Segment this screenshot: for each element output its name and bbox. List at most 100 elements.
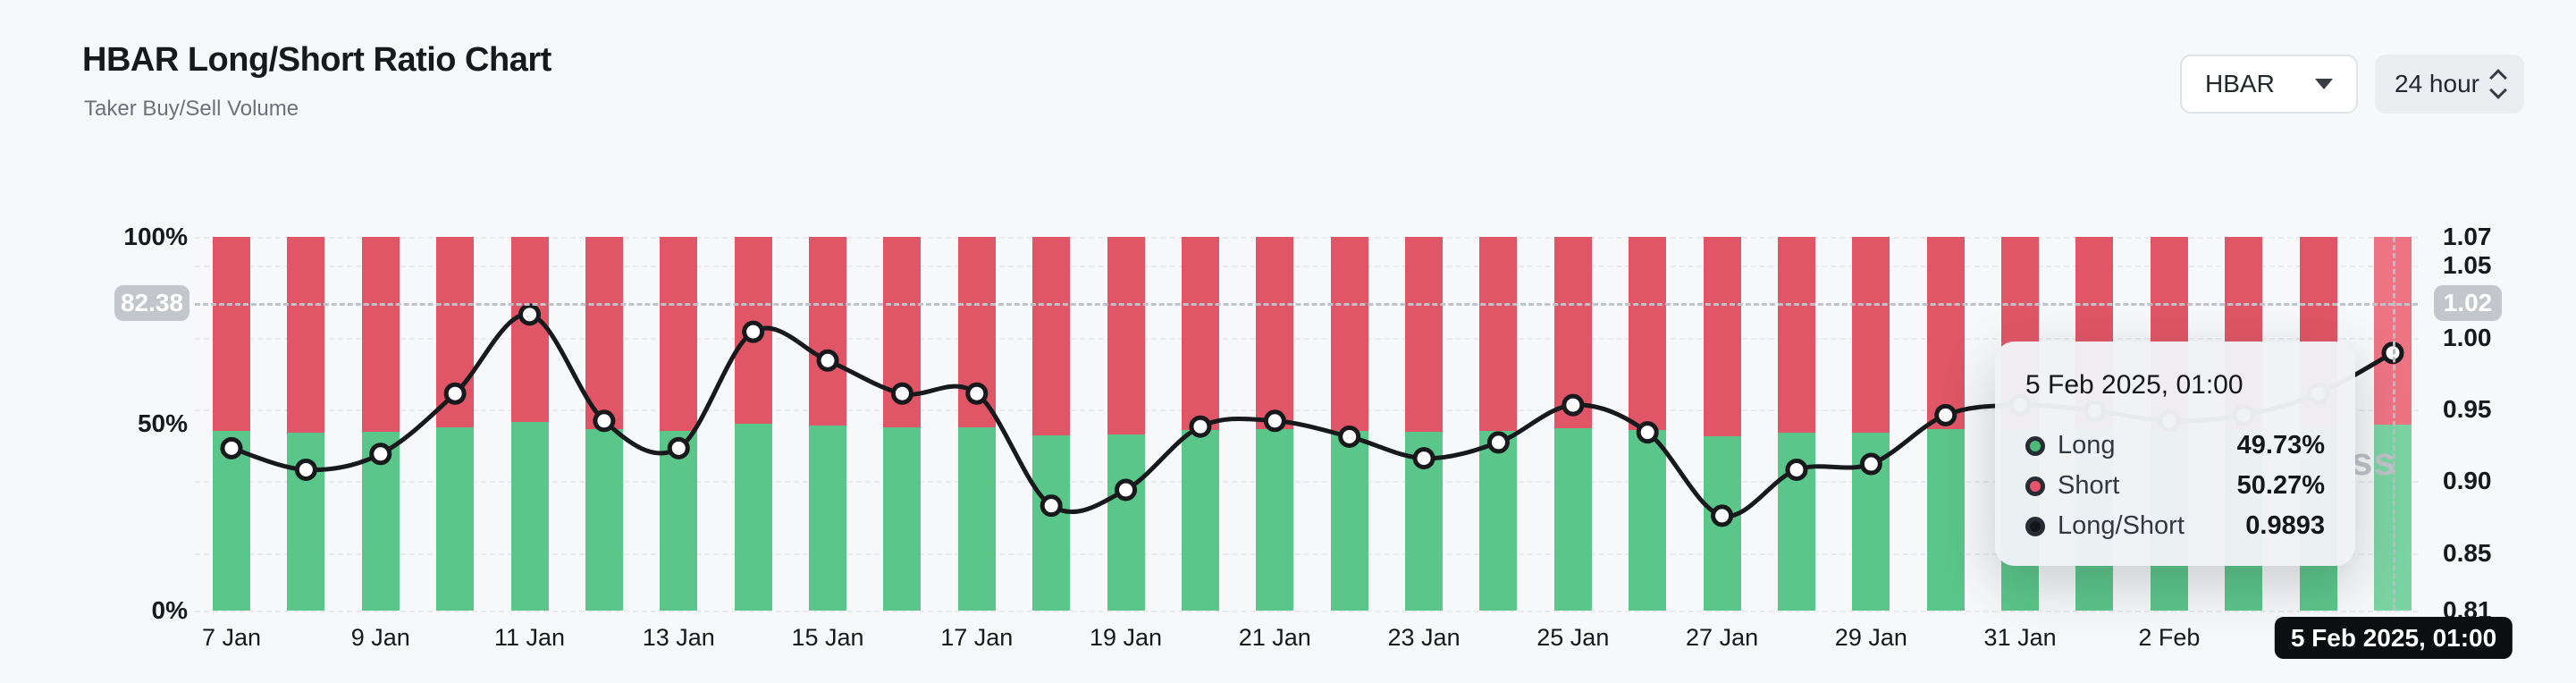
ratio-point-12-jan[interactable]: [593, 409, 616, 433]
right-axis-tick: 0.85: [2443, 538, 2492, 567]
long-bar-segment: [1032, 434, 1071, 611]
ratio-point-17-jan[interactable]: [965, 382, 989, 405]
stacked-bar-12-jan[interactable]: [585, 237, 623, 611]
tooltip-short-value: 50.27%: [2236, 471, 2325, 500]
short-bar-segment: [213, 237, 250, 432]
short-bar-segment: [1777, 237, 1815, 434]
ratio-point-23-jan[interactable]: [1412, 447, 1435, 470]
ratio-point-14-jan[interactable]: [742, 320, 765, 343]
stacked-bar-13-jan[interactable]: [660, 237, 698, 611]
stacked-bar-26-jan[interactable]: [1629, 237, 1667, 611]
long-bar-segment: [585, 429, 623, 611]
ratio-point-7-jan[interactable]: [220, 436, 243, 460]
stacked-bar-22-jan[interactable]: [1330, 237, 1368, 611]
tooltip-row-short: Short 50.27%: [2025, 466, 2325, 506]
ratio-point-11-jan[interactable]: [518, 303, 542, 326]
ratio-point-19-jan[interactable]: [1115, 478, 1138, 502]
symbol-dropdown[interactable]: HBAR: [2180, 55, 2358, 114]
tooltip-ratio-value: 0.9893: [2245, 511, 2325, 540]
long-bar-segment: [1330, 430, 1368, 611]
short-bar-segment: [660, 237, 698, 432]
ratio-point-21-jan[interactable]: [1263, 409, 1286, 433]
stacked-bar-18-jan[interactable]: [1032, 237, 1071, 611]
gridline: [195, 266, 2418, 268]
ratio-point-9-jan[interactable]: [369, 443, 392, 466]
symbol-dropdown-value: HBAR: [2205, 70, 2275, 97]
short-bar-segment: [1479, 237, 1518, 431]
long-bar-segment: [1479, 430, 1518, 611]
right-axis-tick: 0.95: [2443, 394, 2492, 423]
left-axis-tick: 100%: [123, 223, 188, 250]
ratio-points: [220, 303, 2404, 527]
short-bar-segment: [1703, 237, 1741, 436]
long-bar-segment: [1926, 428, 1965, 611]
short-bar-segment: [1181, 237, 1219, 430]
crosshair-time-label: 5 Feb 2025, 01:00: [2274, 617, 2513, 659]
stacked-bar-30-jan[interactable]: [1926, 237, 1965, 611]
x-axis-tick: 21 Jan: [1238, 624, 1311, 651]
short-legend-dot-icon: [2025, 476, 2045, 496]
ratio-point-22-jan[interactable]: [1338, 425, 1361, 448]
ratio-point-27-jan[interactable]: [1711, 504, 1734, 527]
long-bar-segment: [510, 422, 549, 611]
ratio-point-26-jan[interactable]: [1636, 421, 1659, 444]
ratio-point-28-jan[interactable]: [1785, 458, 1808, 481]
long-bar-segment: [213, 431, 250, 611]
gridline: [195, 337, 2418, 340]
stacked-bar-24-jan[interactable]: [1479, 237, 1518, 611]
ratio-point-29-jan[interactable]: [1859, 452, 1882, 476]
short-bar-segment: [809, 237, 847, 426]
tooltip-title: 5 Feb 2025, 01:00: [2025, 370, 2243, 400]
short-bar-segment: [1405, 237, 1444, 433]
chevron-down-icon: [2315, 79, 2333, 89]
short-bar-segment: [1256, 237, 1294, 430]
stacked-bar-11-jan[interactable]: [510, 237, 549, 611]
ratio-point-24-jan[interactable]: [1486, 431, 1510, 454]
ratio-point-8-jan[interactable]: [294, 458, 317, 481]
ratio-point-13-jan[interactable]: [667, 436, 690, 460]
stacked-bar-21-jan[interactable]: [1256, 237, 1294, 611]
x-axis-tick: 11 Jan: [493, 624, 566, 651]
stacked-bar-20-jan[interactable]: [1181, 237, 1219, 611]
short-bar-segment: [585, 237, 623, 430]
x-axis-tick: 17 Jan: [940, 624, 1014, 651]
ratio-point-18-jan[interactable]: [1040, 494, 1063, 518]
x-axis-tick: 25 Jan: [1536, 624, 1610, 651]
x-axis-tick: 27 Jan: [1686, 624, 1759, 651]
ratio-point-30-jan[interactable]: [1934, 403, 1957, 426]
ratio-point-15-jan[interactable]: [816, 349, 839, 372]
x-axis-tick: 15 Jan: [791, 624, 864, 651]
x-axis-tick: 2 Feb: [2138, 624, 2201, 651]
ratio-point-20-jan[interactable]: [1189, 415, 1212, 438]
long-bar-segment: [1629, 430, 1667, 611]
long-bar-segment: [1256, 429, 1294, 611]
ratio-legend-dot-icon: [2025, 516, 2045, 536]
stacked-bar-15-jan[interactable]: [809, 237, 847, 611]
long-bar-segment: [957, 427, 996, 611]
short-bar-segment: [287, 237, 325, 434]
crosshair-vertical-line: [2393, 237, 2395, 611]
page-title: HBAR Long/Short Ratio Chart: [82, 41, 551, 79]
ratio-point-16-jan[interactable]: [890, 382, 913, 405]
ratio-point-10-jan[interactable]: [443, 382, 467, 405]
long-bar-segment: [1181, 429, 1219, 611]
tooltip-ratio-label: Long/Short: [2058, 511, 2185, 540]
left-axis-current-badge: 82.38: [114, 284, 189, 321]
gridline: [195, 481, 2418, 484]
tooltip-long-value: 49.73%: [2236, 431, 2325, 460]
right-axis-current-badge: 1.02: [2434, 284, 2502, 321]
short-bar-segment: [361, 237, 400, 432]
x-axis-tick: 31 Jan: [1983, 624, 2057, 651]
stacked-bar-23-jan[interactable]: [1405, 237, 1444, 611]
x-axis-tick: 23 Jan: [1387, 624, 1461, 651]
stacked-bar-7-jan[interactable]: [213, 237, 250, 611]
gridline: [195, 237, 2418, 239]
right-axis-tick: 1.00: [2443, 323, 2492, 351]
stacked-bar-19-jan[interactable]: [1107, 237, 1145, 611]
tooltip-row-long: Long 49.73%: [2025, 426, 2325, 466]
ratio-point-25-jan[interactable]: [1562, 393, 1585, 417]
stacked-bar-10-jan[interactable]: [436, 237, 475, 611]
interval-dropdown[interactable]: 24 hour: [2375, 55, 2524, 114]
long-bar-segment: [1553, 428, 1592, 611]
